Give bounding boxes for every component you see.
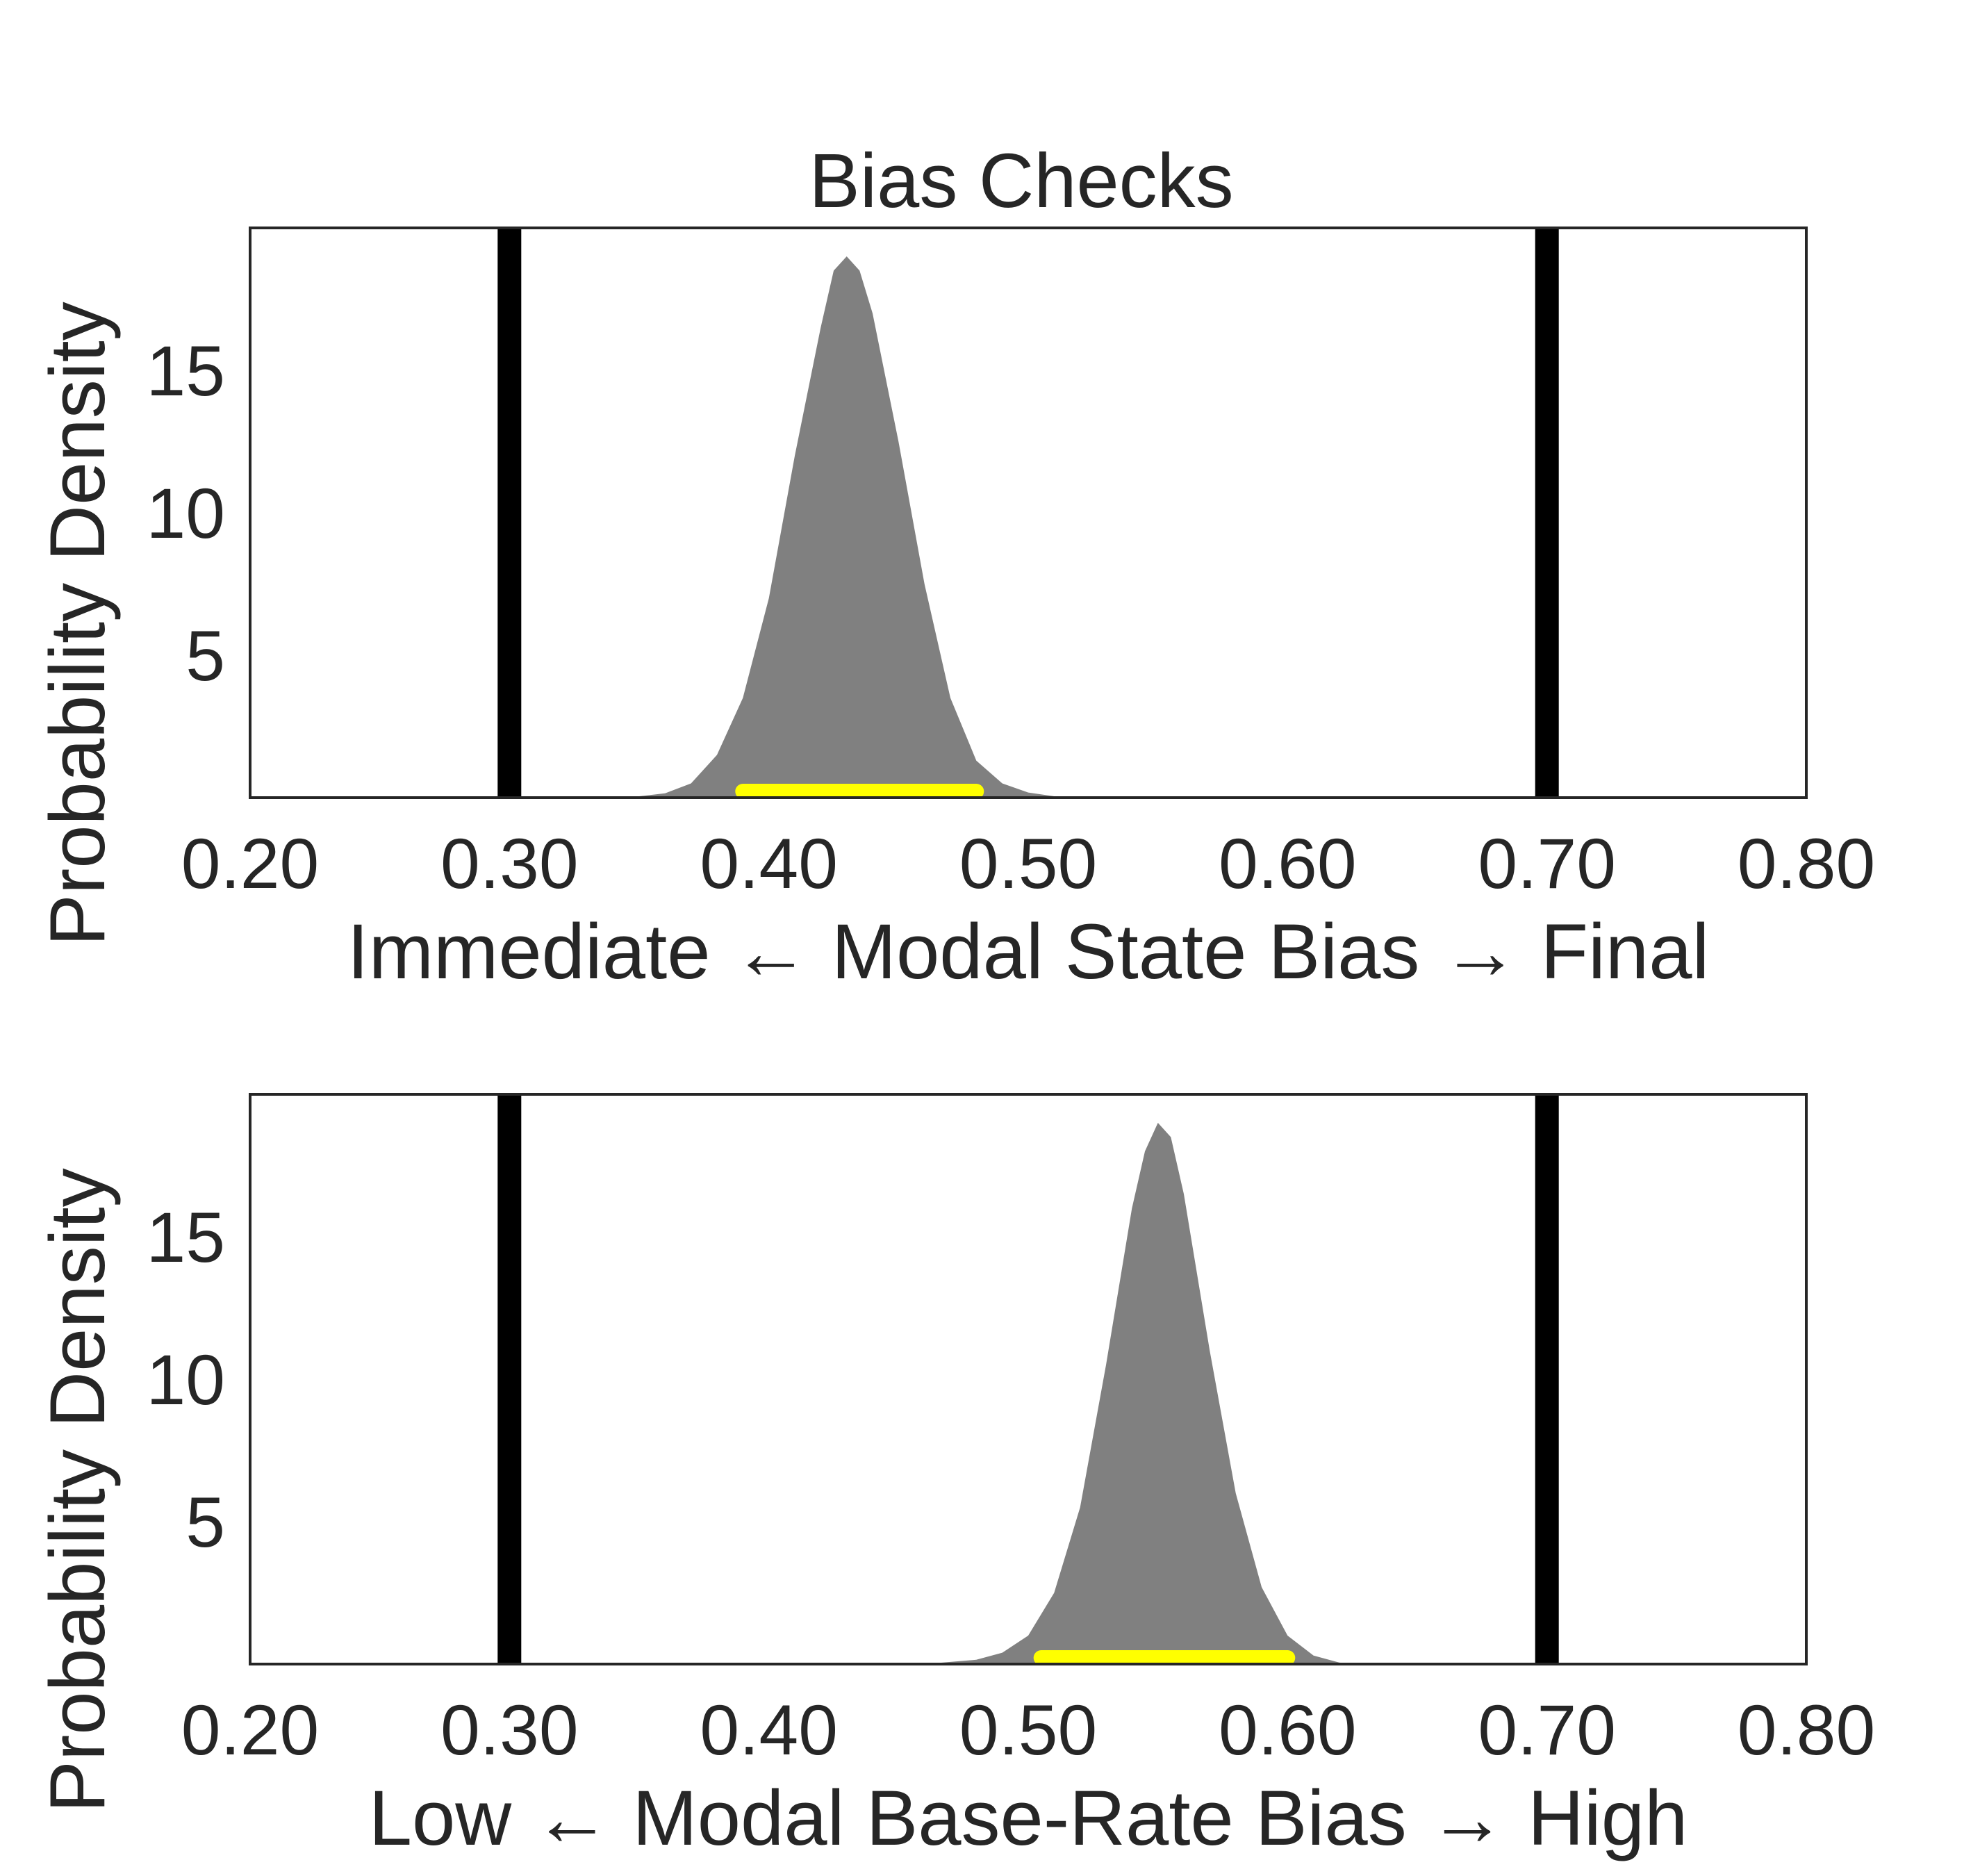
- x-tick-labels: 0.20 0.30 0.40 0.50 0.60 0.70 0.80: [181, 1690, 1876, 1770]
- x-tick-label: 0.50: [959, 824, 1098, 903]
- panel-state-bias: 0.20 0.30 0.40 0.50 0.60 0.70 0.80 5 10 15 Immed…: [34, 227, 1876, 995]
- x-tick-label: 0.40: [700, 824, 838, 903]
- panel-base-rate-bias: 0.20 0.30 0.40 0.50 0.60 0.70 0.80 5 10 15 Low ←…: [34, 1093, 1876, 1861]
- x-tick-label: 0.20: [181, 824, 320, 903]
- x-tick-label: 0.30: [440, 824, 579, 903]
- y-axis-label: Probability Density: [34, 1168, 121, 1813]
- vline-layer: [497, 228, 1559, 798]
- y-tick-label: 10: [147, 1340, 225, 1420]
- x-tick-label: 0.60: [1219, 1690, 1357, 1770]
- y-tick-label: 10: [147, 474, 225, 553]
- x-tick-label: 0.80: [1738, 1690, 1876, 1770]
- density-area: [924, 1123, 1366, 1664]
- x-tick-label: 0.60: [1219, 824, 1357, 903]
- y-tick-labels: 5 10 15: [147, 331, 225, 696]
- x-axis-label: Low ← Modal Base-Rate Bias → High: [369, 1775, 1688, 1861]
- y-tick-label: 15: [147, 1198, 225, 1277]
- density-layer: [587, 256, 1132, 798]
- x-tick-label: 0.80: [1738, 824, 1876, 903]
- y-tick-label: 5: [185, 1483, 225, 1562]
- plot-frame: [249, 1093, 1808, 1665]
- x-tick-label: 0.30: [440, 1690, 579, 1770]
- density-area: [587, 256, 1132, 798]
- x-tick-labels: 0.20 0.30 0.40 0.50 0.60 0.70 0.80: [181, 824, 1876, 903]
- figure-title: Bias Checks: [809, 138, 1233, 224]
- x-axis-label: Immediate ← Modal State Bias → Final: [347, 908, 1710, 995]
- x-tick-label: 0.20: [181, 1690, 320, 1770]
- y-tick-label: 15: [147, 331, 225, 411]
- plot-frame: [249, 227, 1808, 799]
- y-axis-label: Probability Density: [34, 302, 121, 946]
- x-tick-label: 0.40: [700, 1690, 838, 1770]
- y-tick-label: 5: [185, 616, 225, 696]
- x-tick-label: 0.50: [959, 1690, 1098, 1770]
- vline-layer: [497, 1094, 1559, 1664]
- y-tick-labels: 5 10 15: [147, 1198, 225, 1562]
- density-layer: [924, 1123, 1366, 1664]
- x-tick-label: 0.70: [1478, 1690, 1616, 1770]
- x-tick-label: 0.70: [1478, 824, 1616, 903]
